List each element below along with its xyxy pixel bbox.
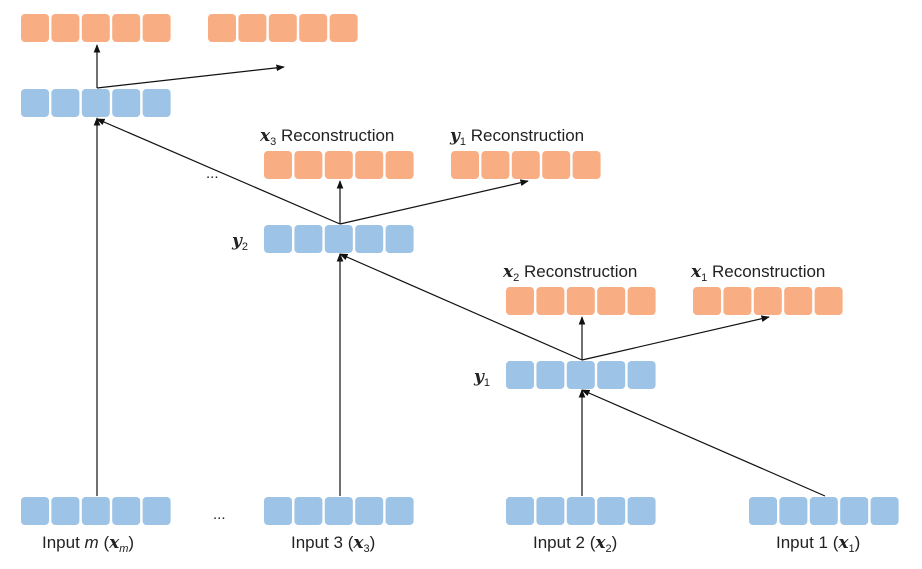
ellipsis-bottom: ... — [213, 506, 226, 523]
reconstruction-vector-top-left — [21, 14, 171, 42]
encoder-cell — [506, 361, 534, 389]
encoder-vector-y1 — [506, 361, 656, 389]
encoder-vector-y2 — [264, 225, 414, 253]
input-vector-2 — [506, 497, 656, 525]
label-input-m: Input m (xm) — [42, 533, 134, 555]
encoder-cell — [112, 89, 141, 117]
reconstruction-cell — [268, 14, 297, 42]
encoder-cell — [566, 361, 595, 389]
reconstruction-cell — [81, 14, 110, 42]
reconstruction-cell — [51, 14, 80, 42]
encoder-cell — [627, 361, 656, 389]
encoder-cell — [870, 497, 899, 525]
reconstruction-vector-x3 — [264, 151, 414, 179]
reconstruction-vector-top-right — [208, 14, 358, 42]
reconstruction-vector-x2 — [506, 287, 656, 315]
reconstruction-cell — [536, 287, 565, 315]
reconstruction-cell — [264, 151, 292, 179]
encoder-cell — [21, 89, 49, 117]
reconstruction-cell — [566, 287, 595, 315]
reconstruction-cell — [142, 14, 171, 42]
reconstruction-cell — [572, 151, 601, 179]
encoder-cell — [324, 497, 353, 525]
encoder-cell — [536, 497, 565, 525]
reconstruction-cell — [627, 287, 656, 315]
reconstruction-vector-x1 — [693, 287, 843, 315]
encoder-cell — [840, 497, 869, 525]
arrow-y2-to-rec-y1 — [339, 179, 529, 225]
encoder-cell — [142, 497, 171, 525]
encoder-cell — [294, 497, 323, 525]
input-vector-1 — [749, 497, 899, 525]
arrow-top-to-rec-right — [96, 64, 285, 89]
encoder-cell — [597, 497, 626, 525]
arrow-y1-to-y2 — [339, 253, 583, 361]
encoder-cell — [51, 89, 80, 117]
reconstruction-cell — [451, 151, 479, 179]
encoder-cell — [81, 89, 110, 117]
input-vector-m — [21, 497, 171, 525]
reconstruction-cell — [542, 151, 571, 179]
input-vector-3 — [264, 497, 414, 525]
encoder-cell — [294, 225, 323, 253]
reconstruction-cell — [299, 14, 328, 42]
encoder-cell — [264, 225, 292, 253]
encoder-cell — [536, 361, 565, 389]
reconstruction-cell — [324, 151, 353, 179]
reconstruction-cell — [506, 287, 534, 315]
arrow-input-1-to-y1 — [581, 389, 826, 497]
encoder-cell — [809, 497, 838, 525]
encoder-cell — [21, 497, 49, 525]
encoder-cell — [506, 497, 534, 525]
reconstruction-cell — [385, 151, 414, 179]
label-rec-x2: x2 Reconstruction — [502, 262, 637, 284]
label-input-2: Input 2 (x2) — [533, 533, 617, 555]
arrow-y1-to-rec-x1 — [581, 315, 770, 361]
reconstruction-cell — [753, 287, 782, 315]
reconstruction-cell — [481, 151, 510, 179]
reconstruction-cell — [597, 287, 626, 315]
label-input-3: Input 3 (x3) — [291, 533, 375, 555]
reconstruction-cell — [112, 14, 141, 42]
reconstruction-cell — [693, 287, 721, 315]
encoder-cell — [81, 497, 110, 525]
label-input-1: Input 1 (x1) — [776, 533, 860, 555]
encoder-cell — [264, 497, 292, 525]
reconstruction-cell — [723, 287, 752, 315]
encoder-cell — [779, 497, 808, 525]
reconstruction-cell — [294, 151, 323, 179]
encoder-cell — [749, 497, 777, 525]
reconstruction-cell — [21, 14, 49, 42]
encoder-cell — [627, 497, 656, 525]
ellipsis-top: ... — [206, 165, 219, 182]
encoder-cell — [385, 225, 414, 253]
label-y2: y2 — [231, 231, 248, 253]
encoder-cell — [355, 225, 384, 253]
label-y1: y1 — [473, 367, 490, 389]
encoder-cell — [51, 497, 80, 525]
reconstruction-cell — [784, 287, 813, 315]
reconstruction-cell — [814, 287, 843, 315]
label-rec-y1: y1 Reconstruction — [449, 126, 584, 148]
reconstruction-cell — [208, 14, 236, 42]
encoder-cell — [112, 497, 141, 525]
encoder-cell — [142, 89, 171, 117]
label-rec-x3: x3 Reconstruction — [259, 126, 394, 148]
encoder-vector-top — [21, 89, 171, 117]
reconstruction-cell — [511, 151, 540, 179]
encoder-cell — [385, 497, 414, 525]
reconstruction-cell — [329, 14, 358, 42]
encoder-cell — [597, 361, 626, 389]
label-rec-x1: x1 Reconstruction — [690, 262, 825, 284]
encoder-cell — [355, 497, 384, 525]
encoder-cell — [566, 497, 595, 525]
reconstruction-cell — [238, 14, 267, 42]
arrow-y2-to-top — [96, 118, 341, 225]
reconstruction-cell — [355, 151, 384, 179]
reconstruction-vector-y1 — [451, 151, 601, 179]
encoder-cell — [324, 225, 353, 253]
